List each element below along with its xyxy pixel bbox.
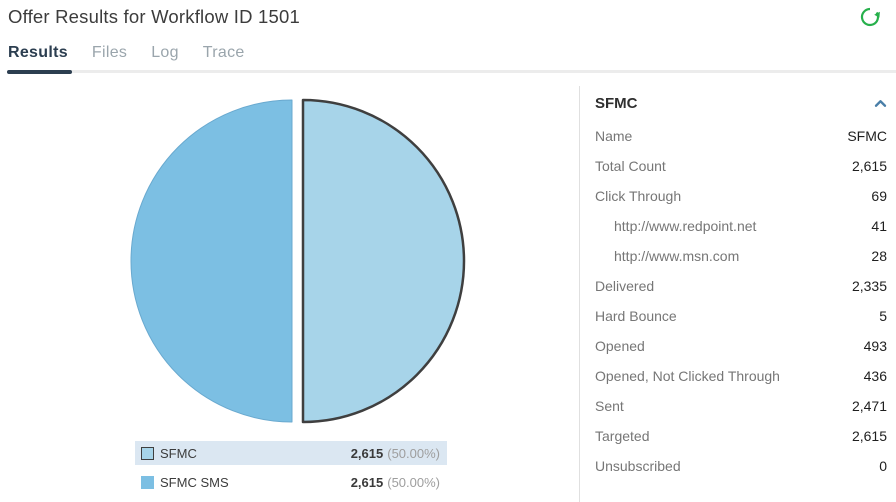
legend-value: 2,615: [350, 474, 384, 490]
detail-label: Unsubscribed: [595, 458, 681, 474]
detail-value: 2,471: [851, 398, 887, 414]
detail-value: 69: [871, 188, 887, 204]
detail-row: http://www.msn.com 28: [595, 241, 887, 271]
legend-percent: (50.00%): [387, 445, 440, 461]
detail-row: Sent 2,471: [595, 391, 887, 421]
detail-row: Opened, Not Clicked Through 436: [595, 361, 887, 391]
detail-value: 2,615: [851, 428, 887, 444]
detail-label: Opened, Not Clicked Through: [595, 368, 780, 384]
tab-underline-track: [8, 70, 896, 73]
page-title: Offer Results for Workflow ID 1501: [8, 6, 300, 27]
detail-row: http://www.redpoint.net 41: [595, 211, 887, 241]
detail-value: 436: [863, 368, 887, 384]
detail-label: Click Through: [595, 188, 682, 204]
detail-value: 2,615: [851, 158, 887, 174]
detail-row: Unsubscribed 0: [595, 451, 887, 481]
detail-row: Hard Bounce 5: [595, 301, 887, 331]
legend-item[interactable]: SFMC SMS 2,615 (50.00%): [135, 470, 447, 494]
legend-percent: (50.00%): [387, 474, 440, 490]
detail-row: Delivered 2,335: [595, 271, 887, 301]
pie-chart: [0, 86, 580, 446]
tab[interactable]: Trace: [202, 44, 245, 61]
detail-value: SFMC: [847, 128, 887, 144]
detail-label: http://www.msn.com: [614, 248, 740, 264]
tab-bar: Results Files Log Trace: [7, 44, 896, 74]
legend-label: SFMC SMS: [160, 474, 229, 490]
legend-item[interactable]: SFMC 2,615 (50.00%): [135, 441, 447, 465]
detail-value: 5: [879, 308, 887, 324]
details-panel: SFMC Name SFMC Total Count 2,615 Click T…: [579, 86, 896, 502]
detail-row: Opened 493: [595, 331, 887, 361]
tab[interactable]: Files: [91, 44, 128, 61]
detail-label: http://www.redpoint.net: [614, 218, 757, 234]
chevron-up-icon[interactable]: [874, 99, 887, 108]
detail-label: Hard Bounce: [595, 308, 677, 324]
legend-value: 2,615: [350, 445, 384, 461]
details-panel-header[interactable]: SFMC: [595, 95, 887, 112]
legend-swatch: [141, 446, 154, 460]
detail-row: Total Count 2,615: [595, 151, 887, 181]
detail-row: Click Through 69: [595, 181, 887, 211]
details-panel-title: SFMC: [595, 95, 638, 112]
detail-row: Targeted 2,615: [595, 421, 887, 451]
detail-label: Name: [595, 128, 633, 144]
chart-legend: SFMC 2,615 (50.00%) SFMC SMS 2,615 (50.0…: [135, 441, 447, 499]
legend-swatch: [141, 475, 154, 489]
detail-value: 41: [871, 218, 887, 234]
detail-label: Delivered: [595, 278, 655, 294]
pie-slice-sfmc-sms[interactable]: [130, 99, 293, 423]
pie-slice-sfmc[interactable]: [301, 98, 466, 424]
detail-value: 493: [863, 338, 887, 354]
detail-label: Total Count: [595, 158, 666, 174]
detail-value: 28: [871, 248, 887, 264]
detail-label: Sent: [595, 398, 624, 414]
tab[interactable]: Log: [151, 44, 179, 61]
detail-label: Opened: [595, 338, 645, 354]
legend-label: SFMC: [160, 445, 197, 461]
refresh-icon[interactable]: [858, 5, 882, 29]
detail-label: Targeted: [595, 428, 650, 444]
detail-value: 0: [879, 458, 887, 474]
detail-value: 2,335: [851, 278, 887, 294]
detail-row: Name SFMC: [595, 121, 887, 151]
tab[interactable]: Results: [7, 44, 72, 74]
